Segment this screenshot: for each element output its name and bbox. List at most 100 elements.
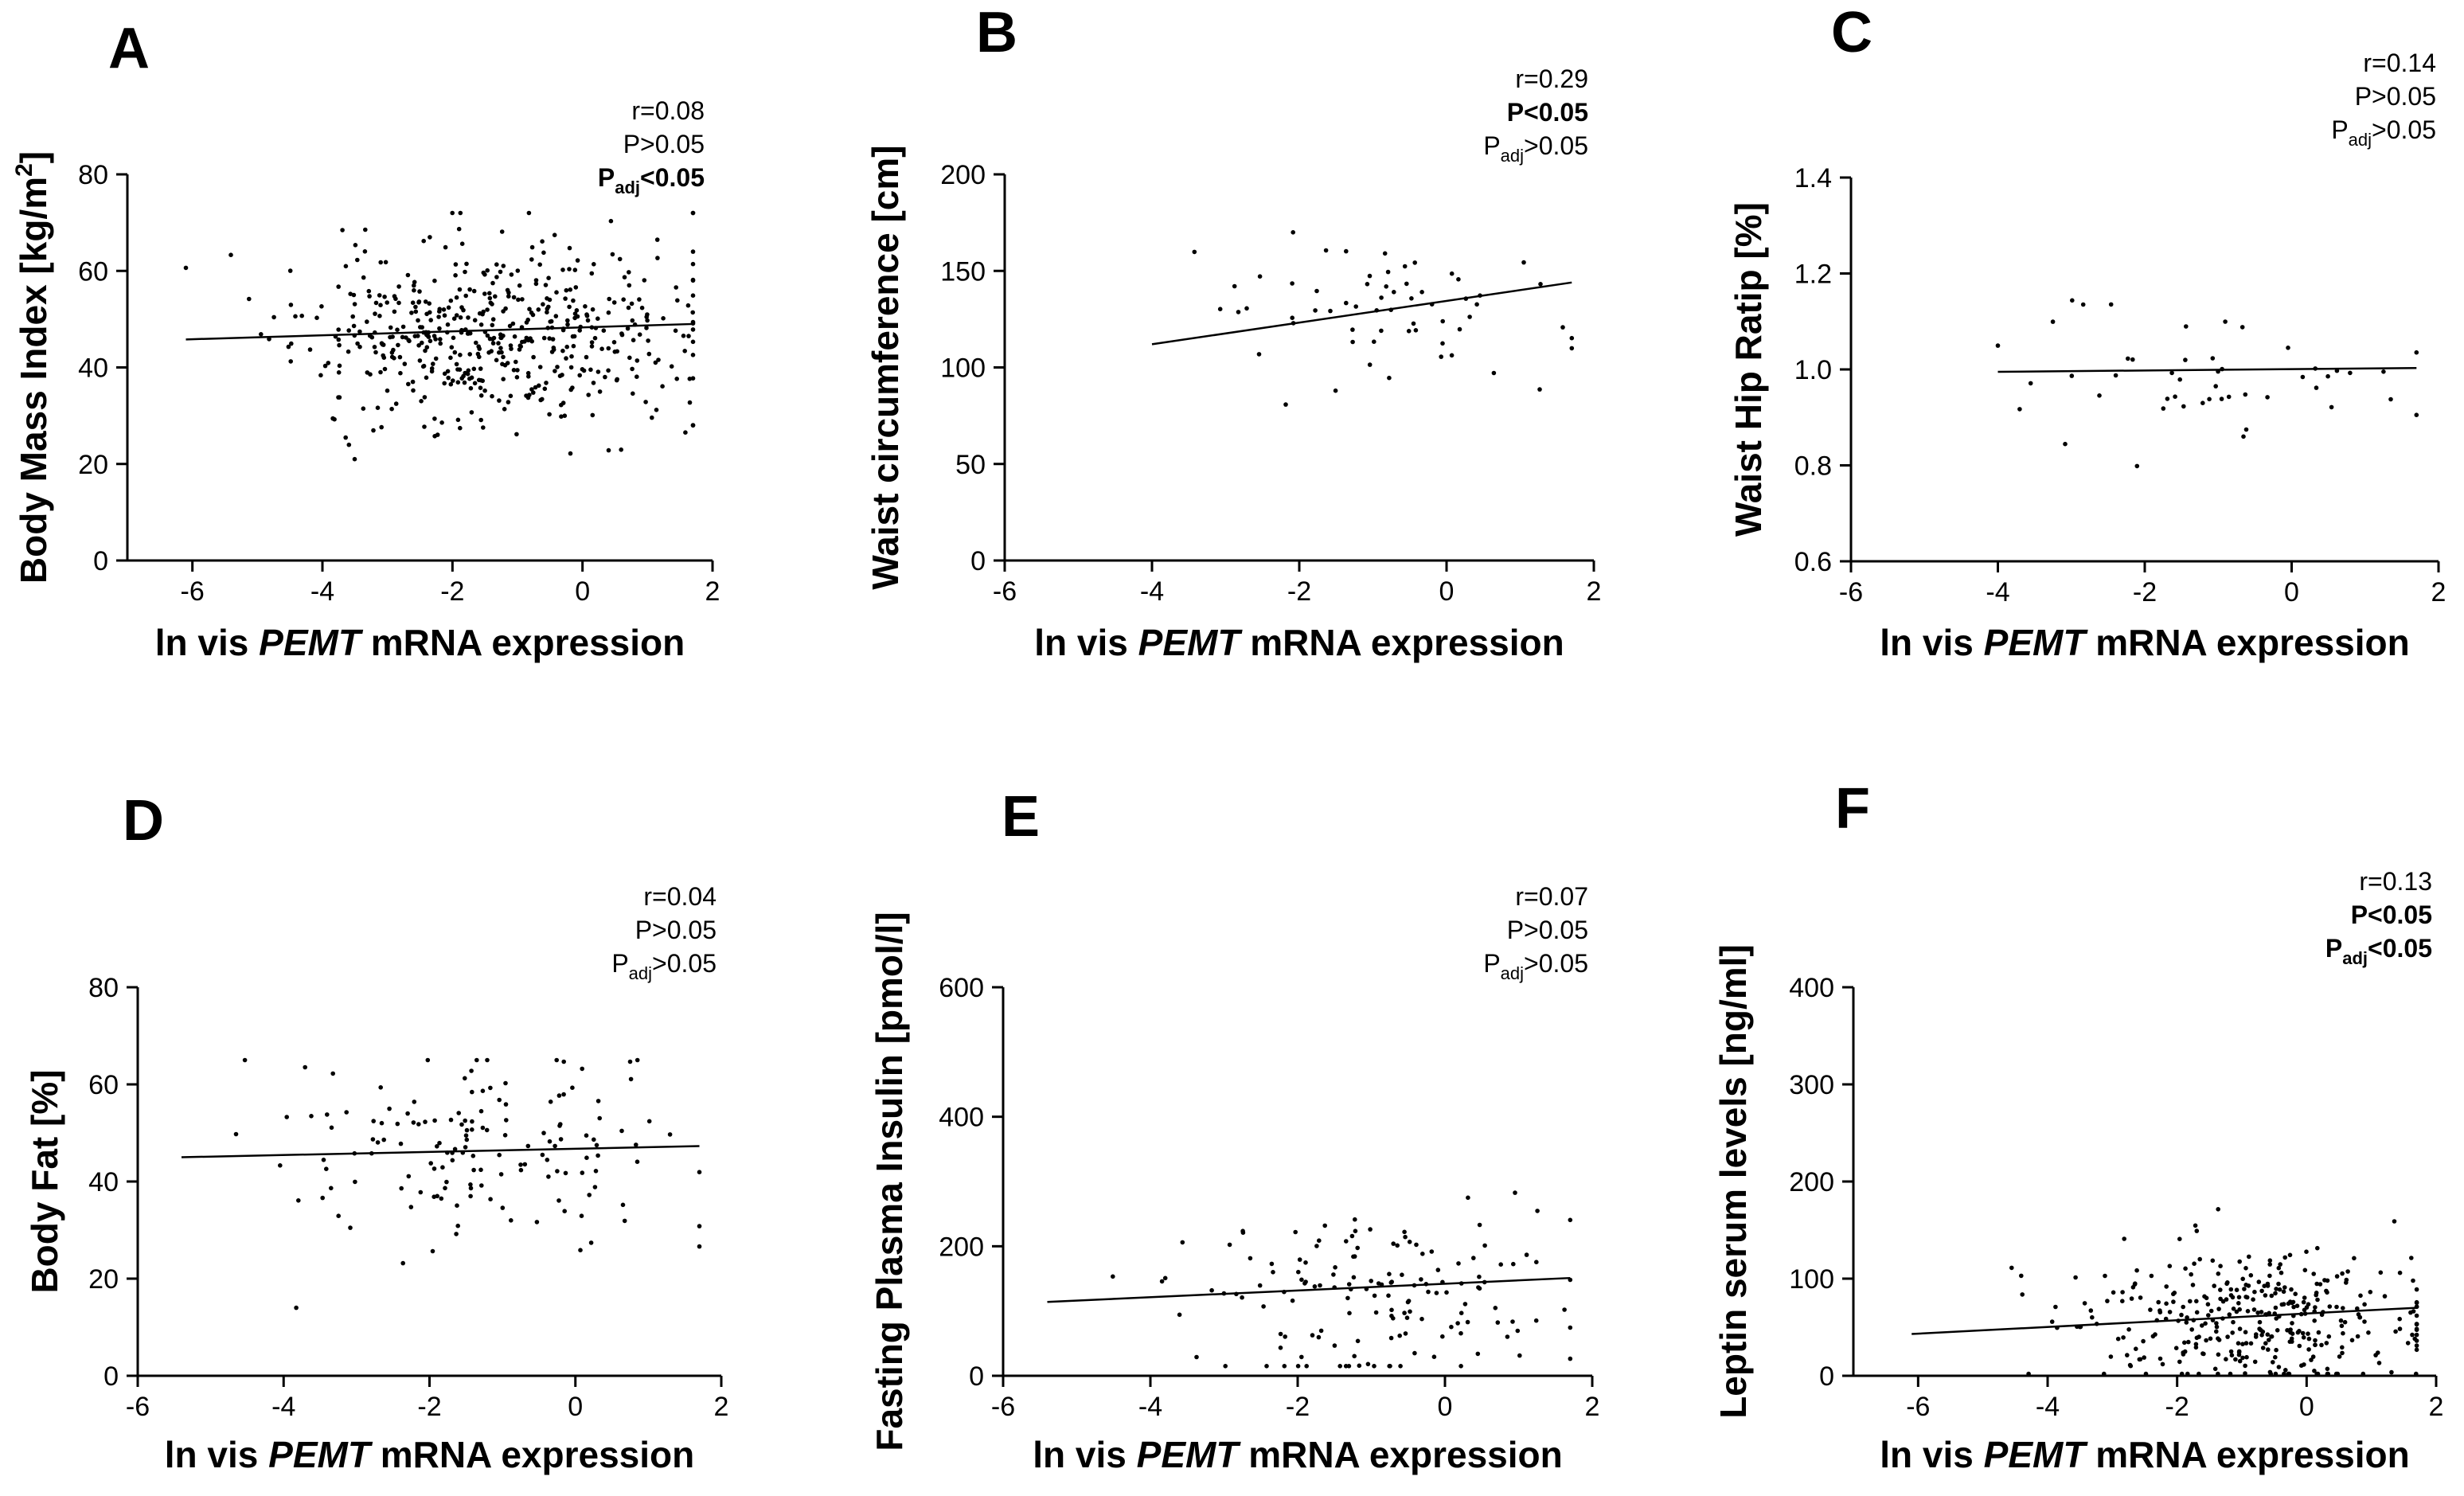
data-point	[639, 305, 645, 311]
data-point	[1569, 346, 1575, 351]
data-point	[2311, 1271, 2316, 1276]
data-point	[515, 368, 520, 373]
data-point	[416, 299, 422, 304]
data-point	[2190, 1283, 2196, 1287]
data-point	[690, 353, 696, 357]
data-point	[412, 1100, 417, 1104]
data-point	[1515, 1328, 1521, 1334]
data-point	[2397, 1316, 2402, 1322]
data-point	[2229, 1353, 2235, 1357]
y-axis-title: Body Fat [%]	[24, 1069, 65, 1293]
data-point	[485, 307, 490, 312]
data-point	[1406, 329, 1412, 334]
data-point	[540, 239, 545, 244]
data-point	[2192, 1261, 2197, 1266]
data-point	[452, 1146, 458, 1152]
data-point	[462, 380, 467, 385]
data-point	[525, 317, 530, 322]
data-point	[2193, 1345, 2199, 1350]
data-point	[599, 346, 604, 352]
data-point	[2126, 356, 2130, 361]
data-point	[373, 350, 378, 355]
data-point	[690, 376, 696, 381]
data-point	[303, 1064, 308, 1070]
data-point	[2289, 1287, 2294, 1292]
data-point	[2179, 1371, 2185, 1377]
data-point	[481, 425, 486, 430]
data-point	[336, 370, 342, 375]
data-point	[2274, 1287, 2279, 1291]
data-point	[2251, 1307, 2257, 1312]
data-point	[467, 287, 472, 292]
data-point	[537, 365, 543, 369]
data-point	[2231, 1307, 2236, 1311]
y-tick-label: 1.2	[1794, 260, 1832, 290]
y-tick-label: 1.4	[1794, 163, 1832, 193]
data-point	[2200, 1351, 2205, 1356]
data-point	[336, 1213, 342, 1218]
stat-line-1: r=0.07	[1515, 882, 1588, 911]
data-point	[2276, 1265, 2282, 1271]
data-point	[2357, 1314, 2362, 1320]
data-point	[2397, 1270, 2403, 1275]
x-tick-label: -4	[1138, 1392, 1162, 1422]
data-point	[336, 395, 341, 400]
data-point	[494, 262, 499, 268]
data-point	[529, 244, 535, 250]
data-point	[568, 287, 573, 292]
data-point	[377, 293, 382, 298]
stat-line-1: r=0.13	[2359, 867, 2432, 896]
data-point	[553, 314, 559, 318]
stat-line-3: Padj>0.05	[1483, 131, 1588, 166]
data-point	[1568, 1325, 1573, 1330]
data-point	[2345, 1269, 2350, 1274]
data-point	[1346, 1364, 1352, 1369]
data-point	[440, 1165, 445, 1170]
data-point	[1513, 1190, 1517, 1195]
data-point	[2325, 373, 2330, 379]
data-point	[432, 1118, 437, 1123]
data-point	[469, 1068, 474, 1073]
data-point	[455, 1203, 459, 1208]
data-point	[1444, 1290, 1449, 1295]
data-point	[435, 1193, 439, 1199]
data-point	[1402, 1229, 1407, 1235]
y-tick-label: 50	[955, 450, 986, 480]
data-point	[478, 1167, 483, 1173]
data-point	[451, 316, 457, 322]
data-point	[2063, 441, 2068, 447]
regression-line	[1997, 366, 2417, 373]
data-point	[1379, 295, 1384, 300]
data-point	[1352, 1254, 1357, 1259]
stat-line-2: P<0.05	[2351, 900, 2432, 929]
data-point	[1482, 1243, 1487, 1248]
y-tick-label: 0	[969, 1361, 984, 1392]
data-point	[382, 295, 387, 299]
data-point	[2115, 1336, 2121, 1342]
data-point	[593, 1169, 599, 1174]
y-tick-label: 150	[940, 256, 986, 287]
data-point	[419, 399, 424, 404]
data-point	[448, 381, 454, 387]
data-point	[418, 1189, 424, 1195]
x-tick-label: -2	[1287, 576, 1311, 607]
x-tick-label: -4	[1986, 577, 2009, 607]
data-point	[449, 345, 455, 350]
data-point	[1510, 1319, 1515, 1324]
data-point	[2224, 1357, 2228, 1361]
data-point	[2224, 1297, 2229, 1302]
data-point	[406, 381, 411, 387]
data-point	[357, 329, 362, 334]
data-point	[2210, 1258, 2216, 1264]
data-point	[1440, 341, 1445, 346]
data-point	[444, 1179, 449, 1185]
data-point	[1426, 1289, 1431, 1295]
x-tick-label: -2	[417, 1392, 441, 1422]
data-point	[2177, 1236, 2182, 1241]
data-point	[502, 1133, 508, 1138]
data-point	[1353, 1228, 1358, 1233]
data-point	[1223, 1364, 1228, 1369]
data-point	[526, 210, 532, 216]
